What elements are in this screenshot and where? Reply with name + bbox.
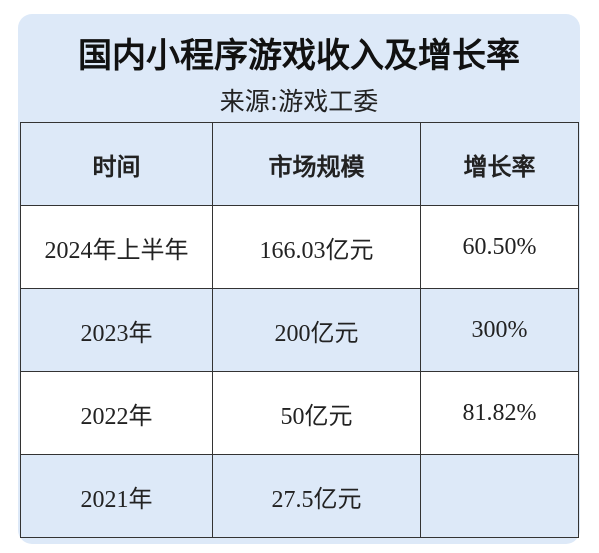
table-row: 2023年 200亿元 300%: [20, 288, 579, 372]
table-cell: 166.03亿元: [212, 205, 421, 289]
table-cell: 300%: [420, 288, 579, 372]
table-cell: 27.5亿元: [212, 454, 421, 538]
column-header: 市场规模: [212, 122, 421, 206]
table-cell: 2024年上半年: [20, 205, 213, 289]
table-cell: 2023年: [20, 288, 213, 372]
table-cell: 200亿元: [212, 288, 421, 372]
table-cell: 60.50%: [420, 205, 579, 289]
header-row: 时间 市场规模 增长率: [20, 122, 579, 206]
table: 时间 市场规模 增长率 2024年上半年 166.03亿元 60.50% 2023年 200…: [20, 122, 579, 538]
table-row: 2022年 50亿元 81.82%: [20, 371, 579, 455]
empty-cell: [420, 454, 579, 538]
table-row: 2021年 27.5亿元: [20, 454, 579, 538]
column-header: 时间: [20, 122, 213, 206]
table-cell: 2021年: [20, 454, 213, 538]
table-row: 2024年上半年 166.03亿元 60.50%: [20, 205, 579, 289]
title: 国内小程序游戏收入及增长率: [78, 36, 520, 76]
table-cell: 2022年: [20, 371, 213, 455]
table-body: 2024年上半年 166.03亿元 60.50% 2023年 200亿元 300% 2022…: [20, 205, 579, 538]
column-header: 增长率: [420, 122, 579, 206]
table-cell: 81.82%: [420, 371, 579, 455]
table-cell: 50亿元: [212, 371, 421, 455]
subtitle: 来源:游戏工委: [219, 87, 379, 116]
